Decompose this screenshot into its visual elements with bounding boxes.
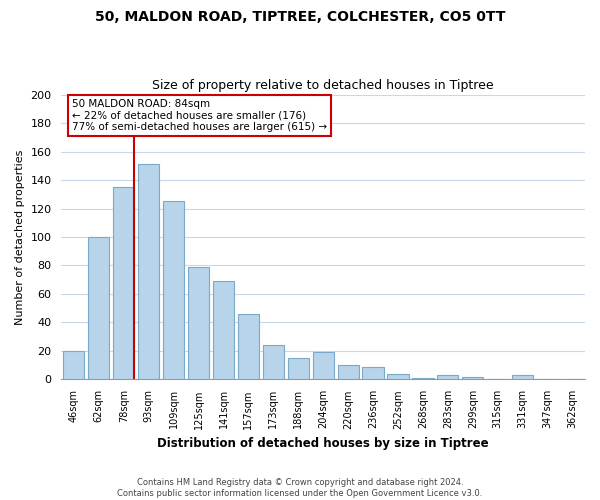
Text: Contains HM Land Registry data © Crown copyright and database right 2024.
Contai: Contains HM Land Registry data © Crown c…	[118, 478, 482, 498]
Y-axis label: Number of detached properties: Number of detached properties	[15, 150, 25, 324]
Bar	[462, 376, 484, 380]
Bar	[238, 314, 259, 380]
Bar	[512, 375, 533, 380]
Bar	[338, 365, 359, 380]
Bar	[362, 366, 383, 380]
Title: Size of property relative to detached houses in Tiptree: Size of property relative to detached ho…	[152, 79, 494, 92]
Bar	[63, 351, 85, 380]
Bar	[138, 164, 159, 380]
Bar	[287, 358, 309, 380]
Bar	[263, 346, 284, 380]
Bar	[88, 237, 109, 380]
Bar	[412, 378, 434, 380]
Bar	[437, 375, 458, 380]
X-axis label: Distribution of detached houses by size in Tiptree: Distribution of detached houses by size …	[157, 437, 489, 450]
Bar	[213, 281, 234, 380]
Text: 50, MALDON ROAD, TIPTREE, COLCHESTER, CO5 0TT: 50, MALDON ROAD, TIPTREE, COLCHESTER, CO…	[95, 10, 505, 24]
Bar	[163, 202, 184, 380]
Text: 50 MALDON ROAD: 84sqm
← 22% of detached houses are smaller (176)
77% of semi-det: 50 MALDON ROAD: 84sqm ← 22% of detached …	[72, 99, 327, 132]
Bar	[113, 187, 134, 380]
Bar	[388, 374, 409, 380]
Bar	[188, 267, 209, 380]
Bar	[313, 352, 334, 380]
